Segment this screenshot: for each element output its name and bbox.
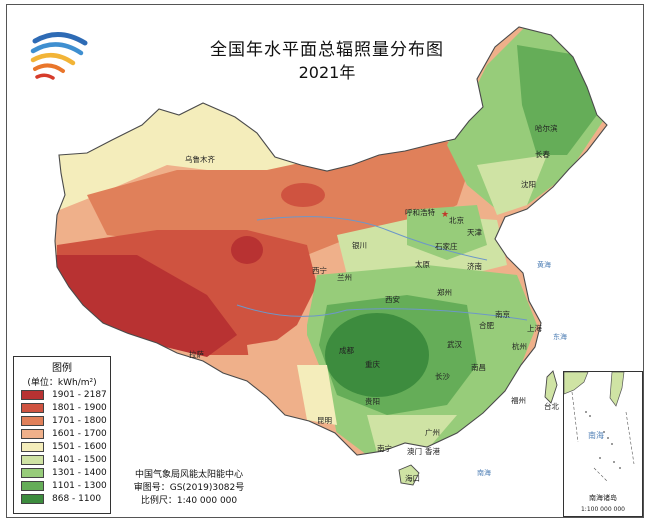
legend-label: 1701 - 1800 bbox=[52, 416, 107, 426]
sea-labels: 黄海 东海 南海 bbox=[477, 260, 567, 477]
legend-label: 1101 - 1300 bbox=[52, 481, 107, 491]
legend-row: 1801 - 1900 bbox=[21, 402, 107, 414]
legend-label: 1401 - 1500 bbox=[52, 455, 107, 465]
legend-label: 868 - 1100 bbox=[52, 494, 102, 504]
legend-swatch bbox=[21, 429, 44, 439]
place-label: 长春 bbox=[535, 149, 550, 159]
place-label: 石家庄 bbox=[435, 241, 458, 251]
place-label: 杭州 bbox=[512, 341, 527, 351]
place-label: 贵阳 bbox=[365, 396, 380, 406]
south-china-sea-inset: 南海 南海诸岛 1:100 000 000 bbox=[563, 371, 643, 517]
place-label: 成都 bbox=[339, 345, 354, 355]
place-label: 香港 bbox=[425, 446, 440, 456]
place-label: 天津 bbox=[467, 228, 482, 237]
legend-swatch bbox=[21, 390, 44, 400]
place-label: 广州 bbox=[425, 427, 440, 437]
place-label: 澳门 bbox=[407, 446, 422, 456]
legend-row: 1501 - 1600 bbox=[21, 441, 107, 453]
place-label: 哈尔滨 bbox=[535, 123, 558, 133]
legend-row: 1601 - 1700 bbox=[21, 428, 107, 440]
legend-swatch bbox=[21, 403, 44, 413]
place-label: 西宁 bbox=[312, 265, 327, 275]
sea-label: 东海 bbox=[553, 332, 567, 341]
place-label: 南京 bbox=[495, 309, 510, 319]
place-label: 长沙 bbox=[435, 371, 450, 381]
map-credits: 中国气象局风能太阳能中心 审图号：GS(2019)3082号 比例尺：1:40 … bbox=[119, 469, 259, 508]
place-label: 郑州 bbox=[437, 287, 452, 297]
capital-star-icon: ★ bbox=[441, 210, 449, 220]
place-label: 兰州 bbox=[337, 272, 352, 282]
yellow-river bbox=[256, 216, 488, 261]
inset-scale: 1:100 000 000 bbox=[580, 506, 625, 513]
legend-row: 868 - 1100 bbox=[21, 493, 101, 505]
legend-row: 1101 - 1300 bbox=[21, 480, 107, 492]
inset-map: 南海 bbox=[564, 372, 635, 483]
place-label: 武汉 bbox=[447, 339, 462, 349]
solar-irradiance-map: 乌鲁木齐 哈尔滨 长春 沈阳 呼和浩特 北京 天津 银川 石家庄 太原 济南 西… bbox=[54, 26, 608, 486]
legend-unit: (单位：kWh/m²) bbox=[27, 378, 97, 388]
legend-label: 1801 - 1900 bbox=[52, 403, 107, 413]
credits-organization: 中国气象局风能太阳能中心 bbox=[134, 470, 243, 480]
credits-scale: 比例尺：1:40 000 000 bbox=[140, 496, 238, 506]
place-label: 济南 bbox=[467, 261, 482, 271]
legend-swatch bbox=[21, 455, 44, 465]
place-label: 海口 bbox=[405, 473, 420, 483]
cma-wind-solar-logo bbox=[29, 27, 91, 85]
legend-swatch bbox=[21, 416, 44, 426]
place-label: 北京 bbox=[449, 215, 464, 225]
yangtze-river bbox=[236, 304, 528, 321]
place-label: 银川 bbox=[352, 241, 367, 250]
place-label: 合肥 bbox=[479, 320, 494, 330]
place-label: 沈阳 bbox=[521, 179, 536, 189]
legend-row: 1701 - 1800 bbox=[21, 415, 107, 427]
legend-label: 1601 - 1700 bbox=[52, 429, 107, 439]
legend-row: 1301 - 1400 bbox=[21, 467, 107, 479]
hainan-island bbox=[398, 464, 420, 486]
map-title: 全国年水平面总辐照量分布图 bbox=[210, 40, 444, 60]
place-label: 台北 bbox=[544, 401, 559, 411]
place-label: 南宁 bbox=[377, 443, 392, 453]
credits-review-number: 审图号：GS(2019)3082号 bbox=[133, 483, 245, 493]
inset-sea-label: 南海 bbox=[588, 430, 604, 440]
place-label: 呼和浩特 bbox=[405, 207, 435, 217]
place-label: 拉萨 bbox=[189, 349, 204, 359]
legend-swatch bbox=[21, 481, 44, 491]
legend-swatch bbox=[21, 468, 44, 478]
legend-title: 图例 bbox=[52, 363, 72, 374]
sea-label: 南海 bbox=[477, 468, 491, 477]
map-year: 2021年 bbox=[298, 63, 356, 82]
place-label: 福州 bbox=[511, 396, 526, 405]
place-labels: 乌鲁木齐 哈尔滨 长春 沈阳 呼和浩特 北京 天津 银川 石家庄 太原 济南 西… bbox=[185, 123, 559, 483]
place-label: 昆明 bbox=[317, 416, 332, 425]
legend-label: 1501 - 1600 bbox=[52, 442, 107, 452]
place-label: 西安 bbox=[385, 294, 400, 304]
legend-row: 1401 - 1500 bbox=[21, 454, 107, 466]
legend-label: 1301 - 1400 bbox=[52, 468, 107, 478]
legend-label: 1901 - 2187 bbox=[52, 390, 107, 400]
place-label: 南昌 bbox=[471, 362, 486, 372]
place-label: 乌鲁木齐 bbox=[185, 154, 215, 164]
map-frame: 乌鲁木齐 哈尔滨 长春 沈阳 呼和浩特 北京 天津 银川 石家庄 太原 济南 西… bbox=[6, 4, 644, 518]
legend: 图例 (单位：kWh/m²) 1901 - 2187 1801 - 1900 1… bbox=[13, 356, 111, 514]
legend-swatch bbox=[21, 494, 44, 504]
sea-label: 黄海 bbox=[537, 260, 551, 269]
place-label: 太原 bbox=[415, 259, 430, 269]
legend-swatch bbox=[21, 442, 44, 452]
legend-row: 1901 - 2187 bbox=[21, 389, 107, 401]
place-label: 上海 bbox=[527, 323, 542, 333]
taiwan-island bbox=[544, 370, 558, 404]
place-label: 重庆 bbox=[365, 359, 380, 369]
inset-label: 南海诸岛 bbox=[589, 494, 617, 502]
